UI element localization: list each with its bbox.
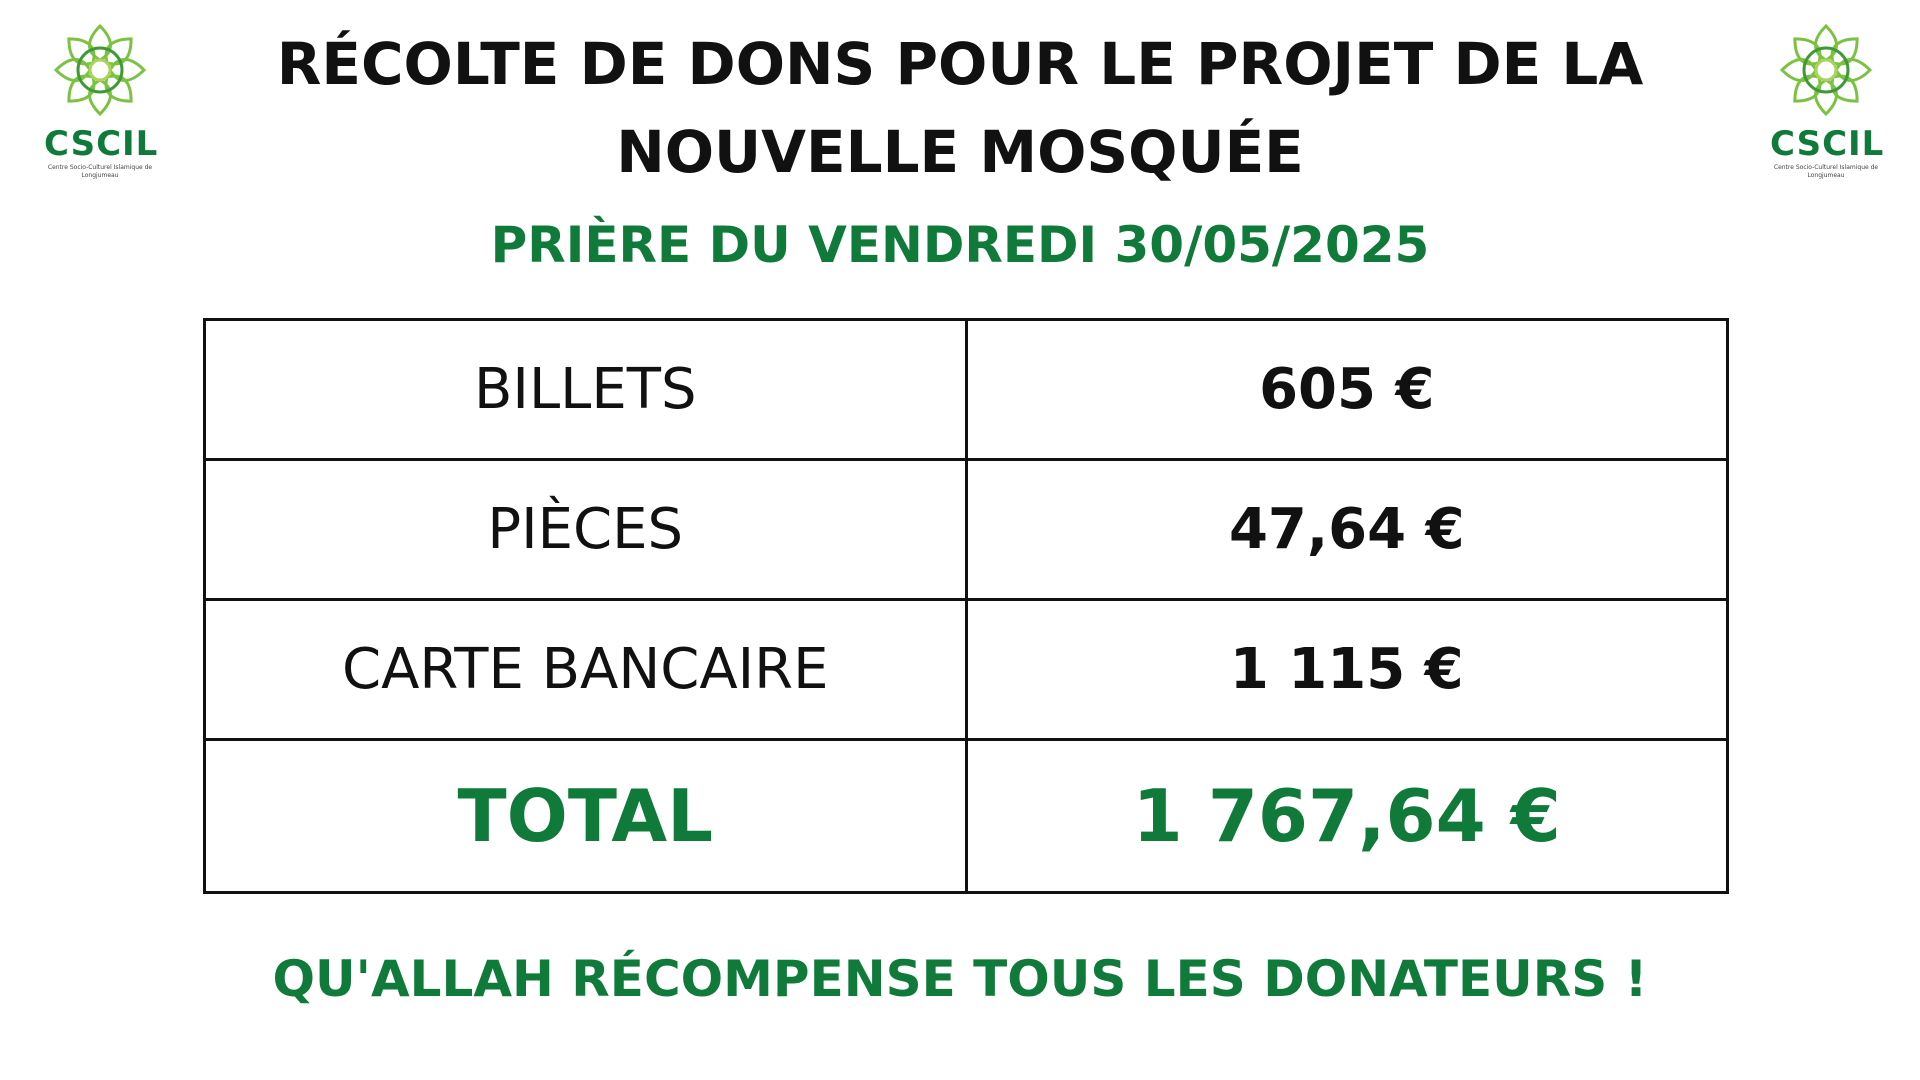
- total-row: TOTAL 1 767,64 €: [203, 738, 1729, 894]
- table-row: PIÈCES 47,64 €: [203, 458, 1729, 601]
- page-title: RÉCOLTE DE DONS POUR LE PROJET DE LA NOU…: [200, 20, 1720, 196]
- logo-right: CSCIL Centre Socio-Culturel Islamique de…: [1770, 18, 1885, 188]
- total-label: TOTAL: [203, 738, 968, 894]
- logo-subtitle: Centre Socio-Culturel Islamique de Longj…: [1773, 164, 1879, 179]
- logo-text: CSCIL: [44, 124, 159, 164]
- row-label-billets: BILLETS: [203, 318, 968, 461]
- title-line-1: RÉCOLTE DE DONS POUR LE PROJET DE LA: [276, 30, 1644, 98]
- title-line-2: NOUVELLE MOSQUÉE: [616, 118, 1304, 186]
- row-amount-carte-bancaire: 1 115 €: [964, 598, 1729, 741]
- row-amount-pieces: 47,64 €: [964, 458, 1729, 601]
- total-amount: 1 767,64 €: [964, 738, 1729, 894]
- donations-table: BILLETS 605 € PIÈCES 47,64 € CARTE BANCA…: [203, 318, 1729, 894]
- row-label-carte-bancaire: CARTE BANCAIRE: [203, 598, 968, 741]
- flower-ornament-icon: [1779, 23, 1873, 117]
- table-row: BILLETS 605 €: [203, 318, 1729, 461]
- logo-text: CSCIL: [1770, 124, 1885, 164]
- page-subtitle: PRIÈRE DU VENDREDI 30/05/2025: [490, 216, 1430, 274]
- logo-left: CSCIL Centre Socio-Culturel Islamique de…: [44, 18, 159, 188]
- footer-message: QU'ALLAH RÉCOMPENSE TOUS LES DONATEURS !: [272, 950, 1648, 1008]
- table-row: CARTE BANCAIRE 1 115 €: [203, 598, 1729, 741]
- row-amount-billets: 605 €: [964, 318, 1729, 461]
- flower-ornament-icon: [53, 23, 147, 117]
- logo-subtitle: Centre Socio-Culturel Islamique de Longj…: [47, 164, 153, 179]
- row-label-pieces: PIÈCES: [203, 458, 968, 601]
